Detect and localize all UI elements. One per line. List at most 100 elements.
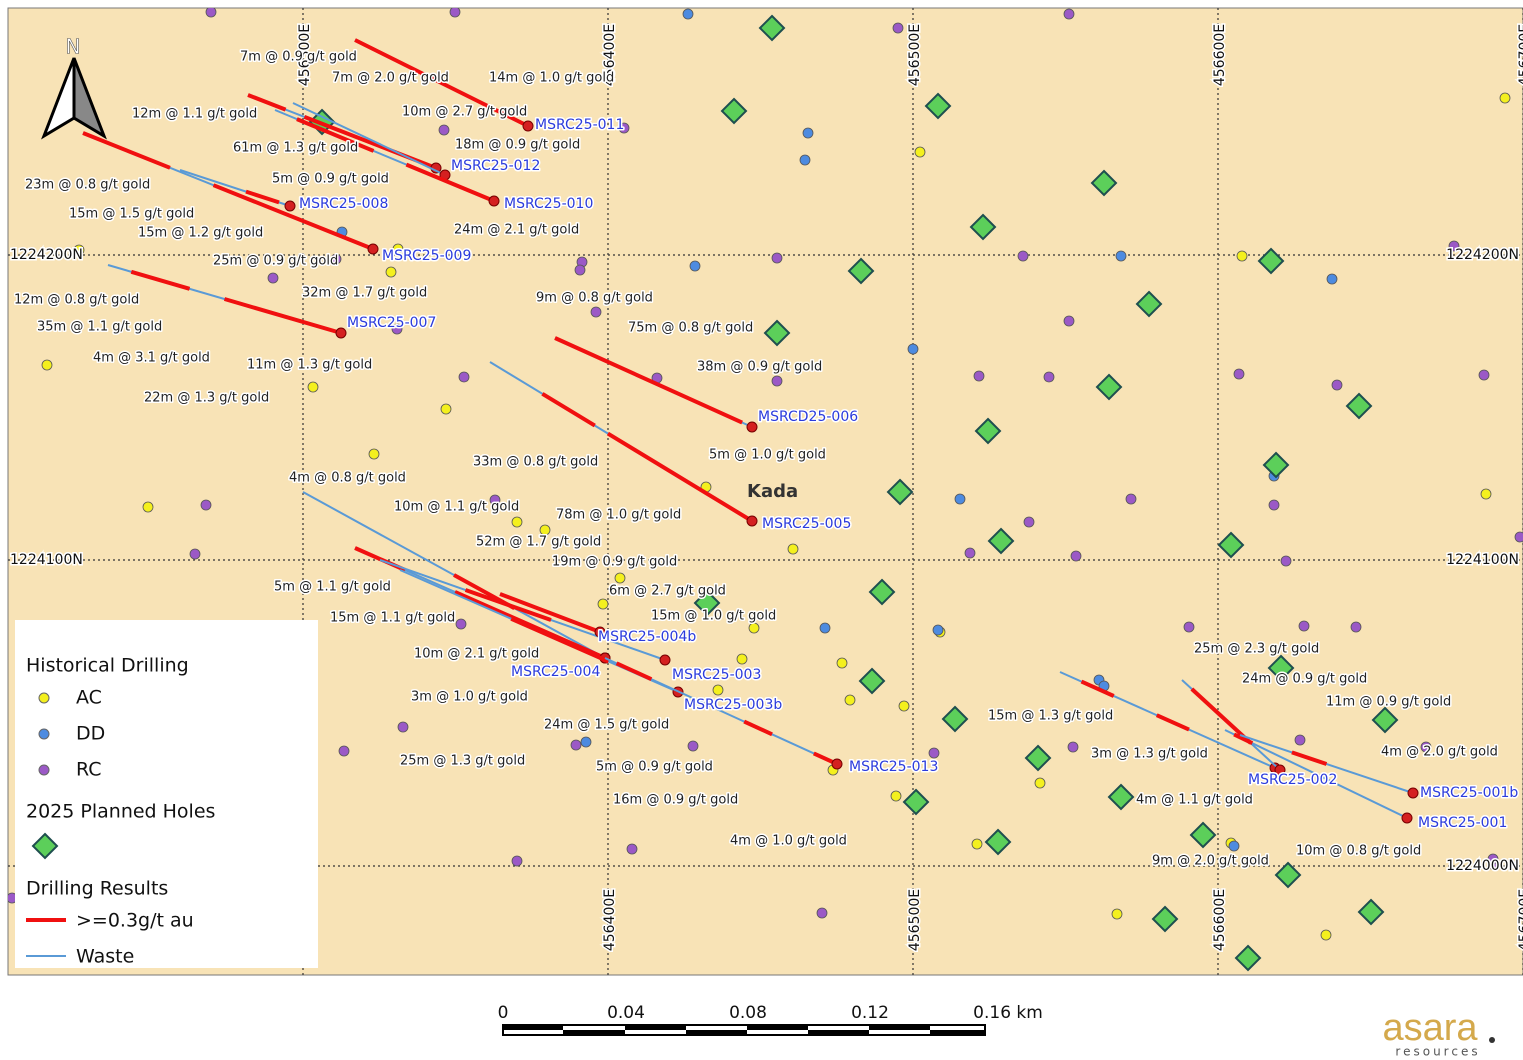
- historical-hole: [932, 624, 944, 636]
- intercept-label: 22m @ 1.3 g/t gold: [144, 391, 269, 406]
- planned-hole: [1274, 861, 1302, 889]
- historical-hole: [205, 8, 217, 18]
- planned-hole: [720, 97, 748, 125]
- planned-hole: [1090, 169, 1118, 197]
- hole-label: MSRC25-008: [299, 196, 388, 212]
- historical-hole: [614, 572, 626, 584]
- planned-hole: [1262, 451, 1290, 479]
- planned-hole: [758, 14, 786, 42]
- historical-hole: [41, 359, 53, 371]
- historical-hole: [928, 747, 940, 759]
- logo-name: asara: [1382, 1007, 1478, 1049]
- hole-end: [335, 327, 347, 339]
- historical-hole: [1023, 516, 1035, 528]
- historical-hole: [458, 371, 470, 383]
- intercept-label: 14m @ 1.0 g/t gold: [489, 71, 614, 86]
- historical-hole: [338, 745, 350, 757]
- easting-label: 456700E: [1517, 24, 1523, 86]
- planned-hole: [941, 705, 969, 733]
- historical-hole: [844, 694, 856, 706]
- intercept-label: 12m @ 0.8 g/t gold: [14, 293, 139, 308]
- historical-hole: [907, 343, 919, 355]
- intercept-label: 6m @ 2.7 g/t gold: [609, 584, 726, 599]
- intercept-label: 3m @ 1.3 g/t gold: [1091, 747, 1208, 762]
- intercept-label: 25m @ 1.3 g/t gold: [400, 754, 525, 769]
- historical-hole: [1480, 488, 1492, 500]
- scale-bar: [502, 1024, 986, 1036]
- northing-label: 1224000N: [1446, 858, 1519, 874]
- intercept-label: 15m @ 1.0 g/t gold: [651, 609, 776, 624]
- area-label: Kada: [747, 481, 798, 502]
- intercept-label: 10m @ 2.7 g/t gold: [402, 105, 527, 120]
- historical-hole: [438, 124, 450, 136]
- intercept-label: 12m @ 1.1 g/t gold: [132, 107, 257, 122]
- hole-end: [1407, 787, 1419, 799]
- historical-hole: [771, 252, 783, 264]
- ore-trace: [212, 183, 374, 251]
- intercept-label: 15m @ 1.2 g/t gold: [138, 226, 263, 241]
- intercept-label: 61m @ 1.3 g/t gold: [233, 141, 358, 156]
- intercept-label: 7m @ 2.0 g/t gold: [332, 71, 449, 86]
- planned-hole: [924, 92, 952, 120]
- intercept-label: 23m @ 0.8 g/t gold: [25, 178, 150, 193]
- northing-label: 1224200N: [10, 247, 83, 263]
- historical-hole: [618, 122, 630, 134]
- historical-hole: [898, 700, 910, 712]
- intercept-label: 24m @ 2.1 g/t gold: [454, 223, 579, 238]
- planned-hole: [902, 788, 930, 816]
- legend-item: DD: [76, 723, 105, 745]
- ore-trace: [554, 336, 743, 425]
- historical-hole: [142, 501, 154, 513]
- hole-end: [1401, 812, 1413, 824]
- hole-label: MSRC25-001b: [1420, 785, 1518, 801]
- intercept-label: 7m @ 0.9 g/t gold: [240, 50, 357, 65]
- historical-hole: [1063, 315, 1075, 327]
- hole-label: MSRC25-005: [762, 516, 851, 532]
- ore-trace: [1233, 732, 1254, 746]
- ore-trace: [541, 392, 596, 428]
- historical-hole: [973, 370, 985, 382]
- historical-hole: [1034, 777, 1046, 789]
- historical-hole: [1228, 840, 1240, 852]
- historical-hole: [267, 272, 279, 284]
- ore-trace: [296, 117, 375, 153]
- ore-trace: [615, 661, 653, 682]
- historical-hole: [449, 8, 461, 18]
- historical-hole: [1320, 929, 1332, 941]
- ore-trace: [82, 131, 171, 170]
- intercept-label: 19m @ 0.9 g/t gold: [552, 555, 677, 570]
- intercept-label: 11m @ 1.3 g/t gold: [247, 358, 372, 373]
- historical-hole: [385, 266, 397, 278]
- historical-hole: [580, 736, 592, 748]
- planned-hole: [886, 478, 914, 506]
- intercept-label: 11m @ 0.9 g/t gold: [1326, 695, 1451, 710]
- ore-trace: [743, 719, 773, 737]
- hole-end: [594, 626, 606, 638]
- planned-hole: [847, 257, 875, 285]
- scale-label: 0.08: [729, 1003, 767, 1023]
- easting-label: 456300E: [297, 24, 313, 86]
- historical-hole: [1448, 240, 1460, 252]
- easting-label: 456400E: [602, 24, 618, 86]
- historical-hole: [1043, 371, 1055, 383]
- historical-hole: [368, 448, 380, 460]
- intercept-label: 25m @ 2.3 g/t gold: [1194, 642, 1319, 657]
- intercept-label: 24m @ 0.9 g/t gold: [1242, 672, 1367, 687]
- historical-hole: [1280, 555, 1292, 567]
- hole-label: MSRC25-004b: [598, 629, 696, 645]
- historical-hole: [736, 653, 748, 665]
- historical-hole: [819, 622, 831, 634]
- ore-trace: [510, 616, 610, 664]
- intercept-label: 15m @ 1.1 g/t gold: [330, 611, 455, 626]
- historical-hole: [1115, 250, 1127, 262]
- historical-hole: [1111, 908, 1123, 920]
- northing-label: 1224100N: [10, 552, 83, 568]
- historical-hole: [1183, 621, 1195, 633]
- logo-dot: [1489, 1037, 1495, 1043]
- waste-trace: [292, 102, 446, 176]
- intercept-label: 35m @ 1.1 g/t gold: [37, 320, 162, 335]
- hole-label: MSRC25-013: [849, 759, 938, 775]
- historical-hole: [971, 838, 983, 850]
- planned-hole: [1095, 373, 1123, 401]
- historical-hole: [1331, 379, 1343, 391]
